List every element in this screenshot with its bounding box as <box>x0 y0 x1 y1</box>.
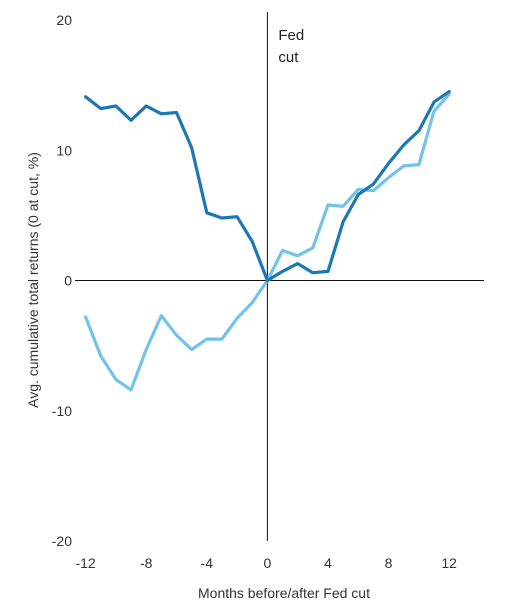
x-tick-label: 12 <box>441 555 457 571</box>
axes <box>75 12 484 541</box>
annotation-line: cut <box>278 49 299 66</box>
x-tick-label: 8 <box>385 555 393 571</box>
y-tick-label: 0 <box>64 273 72 289</box>
x-tick-label: -4 <box>201 555 214 571</box>
series-line-1 <box>83 89 451 283</box>
x-tick-label: -8 <box>140 555 153 571</box>
x-tick-labels: -12 -8 -4 0 4 8 12 <box>75 555 457 571</box>
y-tick-label: -10 <box>52 403 72 419</box>
fed-cut-annotation: Fed cut <box>278 27 304 66</box>
y-tick-label: 10 <box>56 142 72 158</box>
y-tick-label: 20 <box>56 12 72 28</box>
y-tick-label: -20 <box>52 533 72 549</box>
x-tick-label: 4 <box>324 555 332 571</box>
series-lines <box>83 89 451 392</box>
annotation-line: Fed <box>278 27 304 44</box>
y-axis-label: Avg. cumulative total returns (0 at cut,… <box>25 152 41 408</box>
y-tick-labels: 20 10 0 -10 -20 <box>52 12 72 549</box>
x-tick-label: -12 <box>75 555 95 571</box>
x-axis-label: Months before/after Fed cut <box>198 585 370 601</box>
x-tick-label: 0 <box>263 555 271 571</box>
